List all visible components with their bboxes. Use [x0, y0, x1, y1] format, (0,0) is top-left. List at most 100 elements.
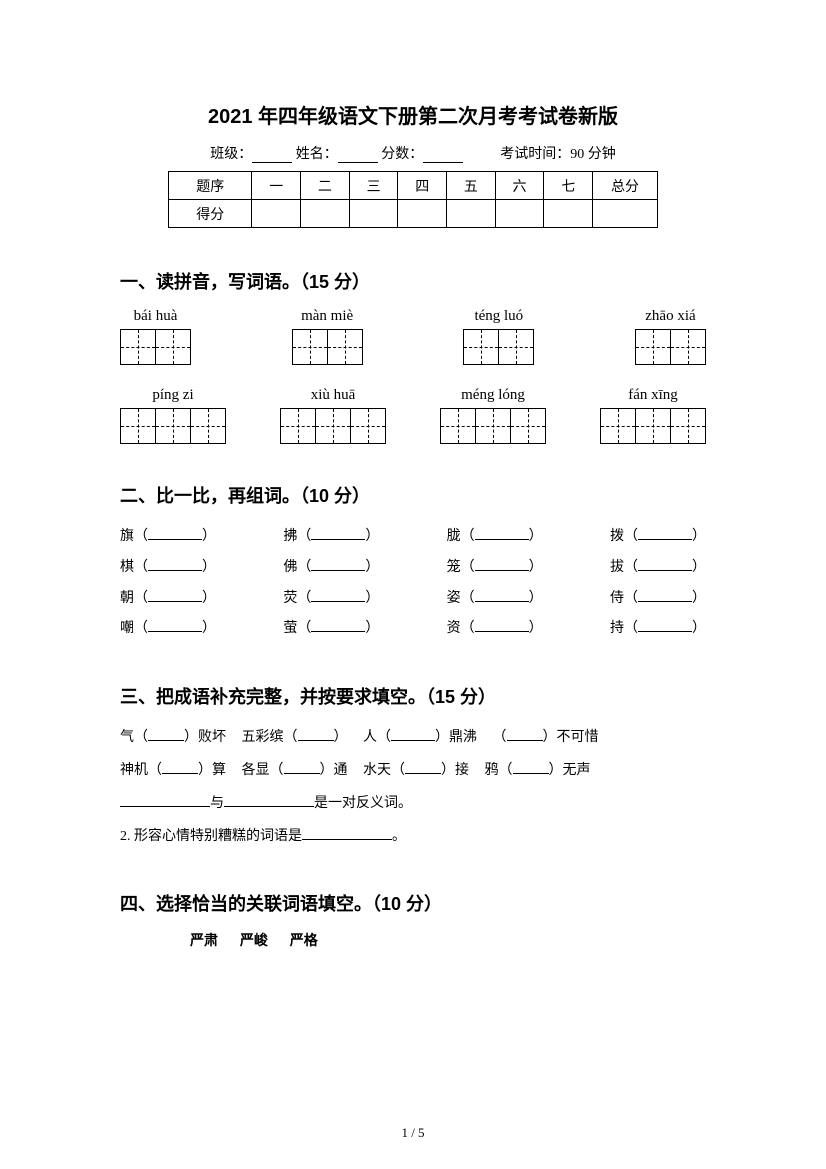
idiom-blank[interactable]: [405, 762, 441, 774]
pinyin-label: téng luó: [463, 308, 534, 325]
compare-item: 笼（）: [447, 553, 543, 584]
tianzige-cell[interactable]: [280, 408, 316, 444]
compare-blank[interactable]: [475, 559, 529, 571]
idiom-blank[interactable]: [302, 828, 392, 840]
tianzige[interactable]: [440, 408, 546, 444]
compare-blank[interactable]: [638, 559, 692, 571]
tianzige[interactable]: [292, 329, 363, 365]
table-cell[interactable]: [301, 200, 350, 228]
section-2-heading: 二、比一比，再组词。（10 分）: [120, 482, 706, 508]
pinyin-block: fán xīng: [600, 387, 706, 444]
tianzige[interactable]: [463, 329, 534, 365]
section-3-heading: 三、把成语补充完整，并按要求填空。（15 分）: [120, 683, 706, 709]
compare-line: 棋（）佛（）笼（）拔（）: [120, 553, 706, 584]
compare-blank[interactable]: [311, 620, 365, 632]
info-line: 班级： 姓名： 分数： 考试时间：90 分钟: [120, 143, 706, 163]
table-cell[interactable]: [398, 200, 447, 228]
table-cell[interactable]: [447, 200, 496, 228]
table-cell[interactable]: [593, 200, 658, 228]
section-4-words: 严肃 严峻 严格: [120, 930, 706, 950]
name-blank[interactable]: [338, 149, 378, 163]
tianzige[interactable]: [280, 408, 386, 444]
idiom-line-1: 气（）败坏 五彩缤（） 人（）鼎沸 （）不可惜: [120, 723, 706, 754]
pinyin-block: méng lóng: [440, 387, 546, 444]
compare-item: 持（）: [610, 614, 706, 645]
idiom-blank[interactable]: [148, 729, 184, 741]
tianzige[interactable]: [120, 329, 191, 365]
compare-item: 旗（）: [120, 522, 216, 553]
compare-item: 朝（）: [120, 584, 216, 615]
table-cell[interactable]: [349, 200, 398, 228]
compare-blank[interactable]: [638, 620, 692, 632]
compare-blank[interactable]: [638, 528, 692, 540]
tianzige-cell[interactable]: [510, 408, 546, 444]
tianzige-cell[interactable]: [440, 408, 476, 444]
section-3: 三、把成语补充完整，并按要求填空。（15 分） 气（）败坏 五彩缤（） 人（）鼎…: [120, 683, 706, 852]
pinyin-label: méng lóng: [440, 387, 546, 404]
tianzige-cell[interactable]: [670, 408, 706, 444]
table-col: 四: [398, 172, 447, 200]
pinyin-block: zhāo xiá: [635, 308, 706, 365]
class-label: 班级：: [210, 147, 252, 162]
tianzige[interactable]: [600, 408, 706, 444]
tianzige-cell[interactable]: [155, 408, 191, 444]
compare-item: 棋（）: [120, 553, 216, 584]
tianzige-cell[interactable]: [670, 329, 706, 365]
idiom-blank[interactable]: [224, 795, 314, 807]
pinyin-block: téng luó: [463, 308, 534, 365]
table-cell[interactable]: [252, 200, 301, 228]
tianzige-cell[interactable]: [315, 408, 351, 444]
time-label: 考试时间：90 分钟: [500, 147, 616, 162]
tianzige-cell[interactable]: [120, 408, 156, 444]
compare-blank[interactable]: [475, 528, 529, 540]
compare-blank[interactable]: [148, 620, 202, 632]
compare-item: 拂（）: [283, 522, 379, 553]
compare-blank[interactable]: [475, 590, 529, 602]
pinyin-label: màn miè: [292, 308, 363, 325]
idiom-blank[interactable]: [391, 729, 435, 741]
tianzige-cell[interactable]: [635, 408, 671, 444]
idiom-blank[interactable]: [507, 729, 543, 741]
compare-blank[interactable]: [311, 528, 365, 540]
pinyin-row-1: bái huà màn miè téng luó zhāo xiá: [120, 308, 706, 365]
idiom-blank[interactable]: [162, 762, 198, 774]
tianzige-cell[interactable]: [475, 408, 511, 444]
idiom-blank[interactable]: [298, 729, 334, 741]
compare-blank[interactable]: [148, 528, 202, 540]
compare-blank[interactable]: [638, 590, 692, 602]
table-cell[interactable]: [495, 200, 544, 228]
compare-blank[interactable]: [148, 559, 202, 571]
tianzige-cell[interactable]: [327, 329, 363, 365]
compare-blank[interactable]: [311, 559, 365, 571]
tianzige[interactable]: [635, 329, 706, 365]
tianzige-cell[interactable]: [635, 329, 671, 365]
tianzige-cell[interactable]: [350, 408, 386, 444]
table-cell[interactable]: [544, 200, 593, 228]
idiom-blank[interactable]: [513, 762, 549, 774]
table-header-label: 题序: [169, 172, 252, 200]
compare-blank[interactable]: [475, 620, 529, 632]
tianzige-cell[interactable]: [600, 408, 636, 444]
pinyin-block: bái huà: [120, 308, 191, 365]
compare-blank[interactable]: [148, 590, 202, 602]
tianzige-cell[interactable]: [292, 329, 328, 365]
tianzige-cell[interactable]: [190, 408, 226, 444]
pinyin-label: zhāo xiá: [635, 308, 706, 325]
class-blank[interactable]: [252, 149, 292, 163]
tianzige-cell[interactable]: [120, 329, 156, 365]
compare-item: 嘲（）: [120, 614, 216, 645]
pinyin-label: bái huà: [120, 308, 191, 325]
page-footer: 1 / 5: [0, 1125, 826, 1141]
tianzige-cell[interactable]: [498, 329, 534, 365]
idiom-blank[interactable]: [284, 762, 320, 774]
score-blank[interactable]: [423, 149, 463, 163]
tianzige-cell[interactable]: [155, 329, 191, 365]
compare-item: 拔（）: [610, 553, 706, 584]
idiom-line-3: 与是一对反义词。: [120, 789, 706, 820]
tianzige[interactable]: [120, 408, 226, 444]
tianzige-cell[interactable]: [463, 329, 499, 365]
pinyin-block: màn miè: [292, 308, 363, 365]
idiom-blank[interactable]: [120, 795, 210, 807]
compare-blank[interactable]: [311, 590, 365, 602]
word-option: 严肃: [190, 932, 218, 948]
